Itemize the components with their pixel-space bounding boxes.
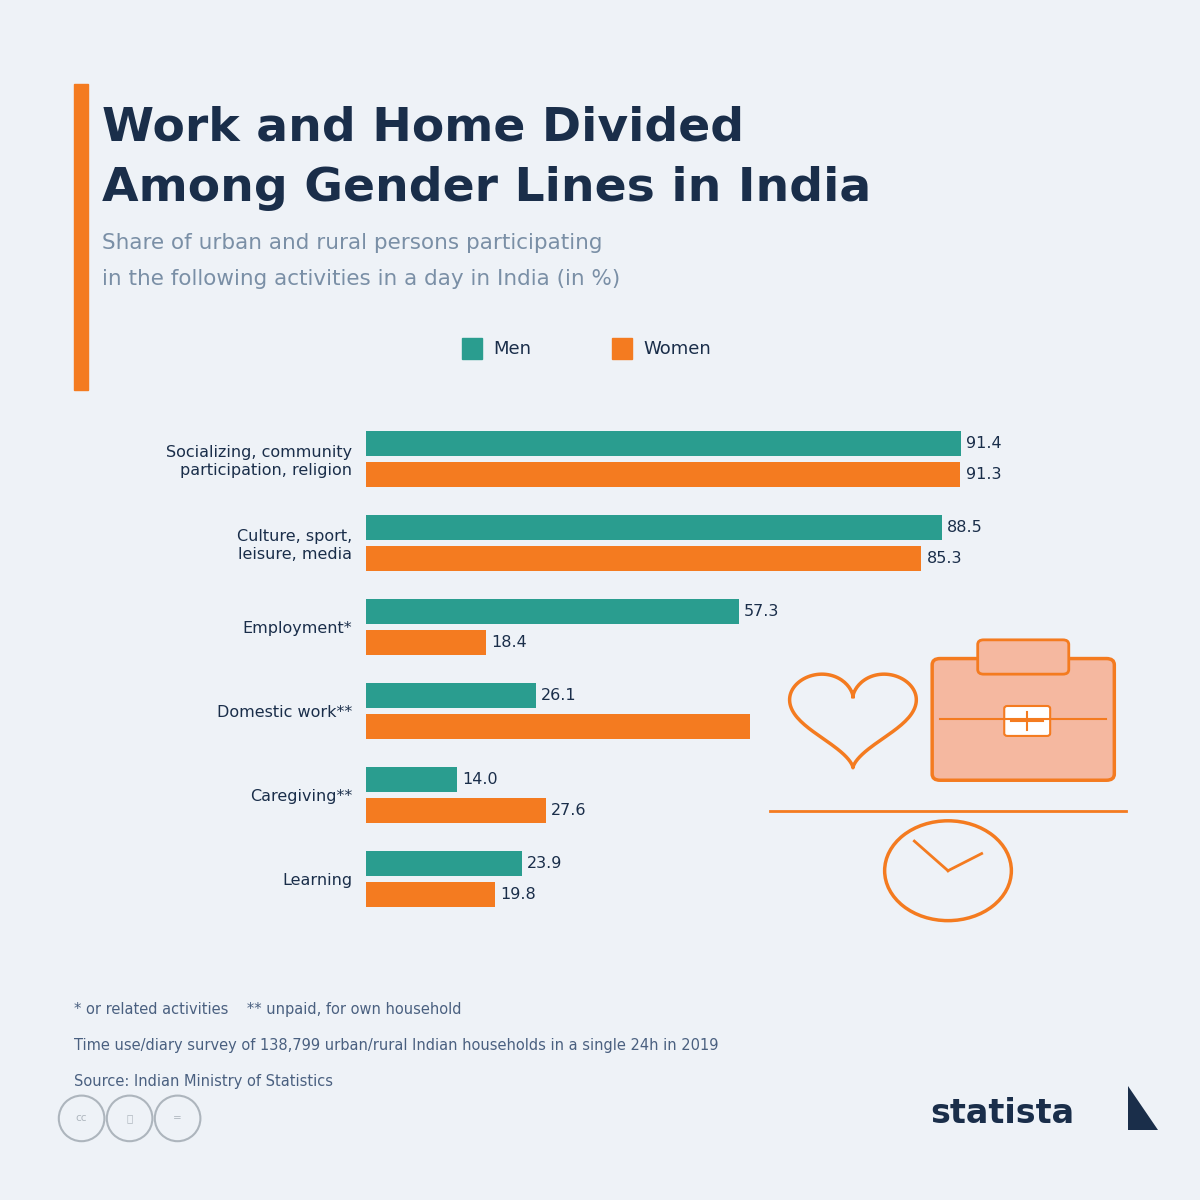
Bar [366,798,546,823]
Bar [366,851,522,876]
Text: 85.3: 85.3 [926,551,962,566]
Text: =: = [173,1114,182,1123]
Bar [366,462,960,487]
Text: 57.3: 57.3 [744,604,780,619]
Bar [366,882,494,907]
Text: ⓘ: ⓘ [126,1114,133,1123]
Text: * or related activities    ** unpaid, for own household: * or related activities ** unpaid, for o… [74,1002,462,1018]
Bar [366,599,739,624]
Text: Share of urban and rural persons participating: Share of urban and rural persons partici… [102,233,602,253]
Text: Among Gender Lines in India: Among Gender Lines in India [102,166,871,210]
Bar [366,431,961,456]
Text: Women: Women [643,341,710,358]
FancyBboxPatch shape [932,659,1115,780]
Text: in the following activities in a day in India (in %): in the following activities in a day in … [102,269,620,289]
Text: 26.1: 26.1 [541,688,577,703]
Text: 18.4: 18.4 [491,635,527,650]
Text: Work and Home Divided: Work and Home Divided [102,106,744,150]
Bar [366,630,486,655]
Text: 81.2: 81.2 [900,719,936,734]
Text: 91.4: 91.4 [966,436,1002,451]
Text: cc: cc [76,1114,88,1123]
Text: 91.3: 91.3 [966,467,1001,482]
Text: Men: Men [493,341,532,358]
Text: 19.8: 19.8 [500,887,536,902]
Bar [366,683,536,708]
Text: Source: Indian Ministry of Statistics: Source: Indian Ministry of Statistics [74,1074,334,1090]
Text: 23.9: 23.9 [527,856,562,871]
FancyBboxPatch shape [978,640,1069,674]
Text: statista: statista [930,1097,1074,1130]
Bar [366,714,894,739]
Text: 88.5: 88.5 [947,520,983,535]
Bar [366,546,922,571]
Text: 27.6: 27.6 [551,803,587,818]
FancyBboxPatch shape [1004,706,1050,736]
Bar [366,767,457,792]
Text: 14.0: 14.0 [462,772,498,787]
Text: Time use/diary survey of 138,799 urban/rural Indian households in a single 24h i: Time use/diary survey of 138,799 urban/r… [74,1038,719,1054]
Bar [366,515,942,540]
